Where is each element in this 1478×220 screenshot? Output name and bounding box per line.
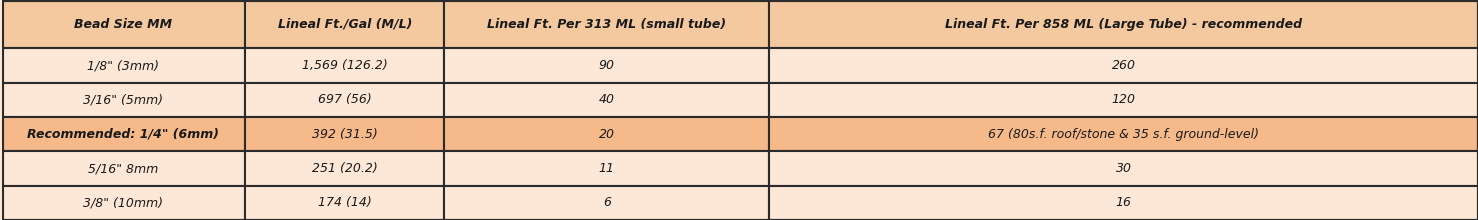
Bar <box>769 48 1478 83</box>
Text: 67 (80s.f. roof/stone & 35 s.f. ground-level): 67 (80s.f. roof/stone & 35 s.f. ground-l… <box>989 128 1259 141</box>
Bar <box>445 83 769 117</box>
Text: 6: 6 <box>603 196 610 209</box>
Text: 251 (20.2): 251 (20.2) <box>312 162 378 175</box>
Text: Bead Size MM: Bead Size MM <box>74 18 173 31</box>
Text: 260: 260 <box>1111 59 1135 72</box>
Text: 697 (56): 697 (56) <box>318 93 371 106</box>
Text: 40: 40 <box>599 93 615 106</box>
Bar <box>245 48 445 83</box>
Text: 20: 20 <box>599 128 615 141</box>
Bar <box>769 117 1478 151</box>
Text: 5/16" 8mm: 5/16" 8mm <box>89 162 158 175</box>
Bar <box>245 186 445 220</box>
Bar <box>445 48 769 83</box>
Text: 392 (31.5): 392 (31.5) <box>312 128 378 141</box>
Text: 120: 120 <box>1111 93 1135 106</box>
Text: Lineal Ft. Per 858 ML (Large Tube) - recommended: Lineal Ft. Per 858 ML (Large Tube) - rec… <box>944 18 1302 31</box>
Text: 1,569 (126.2): 1,569 (126.2) <box>302 59 387 72</box>
Bar <box>245 151 445 186</box>
Bar <box>769 186 1478 220</box>
Text: Recommended: 1/4" (6mm): Recommended: 1/4" (6mm) <box>27 128 219 141</box>
Bar <box>1 0 245 48</box>
Bar <box>769 83 1478 117</box>
Text: 1/8" (3mm): 1/8" (3mm) <box>87 59 160 72</box>
Text: 11: 11 <box>599 162 615 175</box>
Bar <box>769 151 1478 186</box>
Text: 3/16" (5mm): 3/16" (5mm) <box>83 93 163 106</box>
Text: 90: 90 <box>599 59 615 72</box>
Bar <box>1 186 245 220</box>
Bar <box>245 0 445 48</box>
Bar <box>1 48 245 83</box>
Bar <box>445 186 769 220</box>
Text: 16: 16 <box>1116 196 1132 209</box>
Bar <box>1 151 245 186</box>
Text: 174 (14): 174 (14) <box>318 196 371 209</box>
Bar <box>769 0 1478 48</box>
Text: Lineal Ft./Gal (M/L): Lineal Ft./Gal (M/L) <box>278 18 412 31</box>
Bar <box>245 117 445 151</box>
Bar <box>445 0 769 48</box>
Text: Lineal Ft. Per 313 ML (small tube): Lineal Ft. Per 313 ML (small tube) <box>488 18 726 31</box>
Bar <box>445 151 769 186</box>
Bar <box>245 83 445 117</box>
Text: 30: 30 <box>1116 162 1132 175</box>
Bar <box>1 117 245 151</box>
Bar <box>445 117 769 151</box>
Text: 3/8" (10mm): 3/8" (10mm) <box>83 196 163 209</box>
Bar <box>1 83 245 117</box>
